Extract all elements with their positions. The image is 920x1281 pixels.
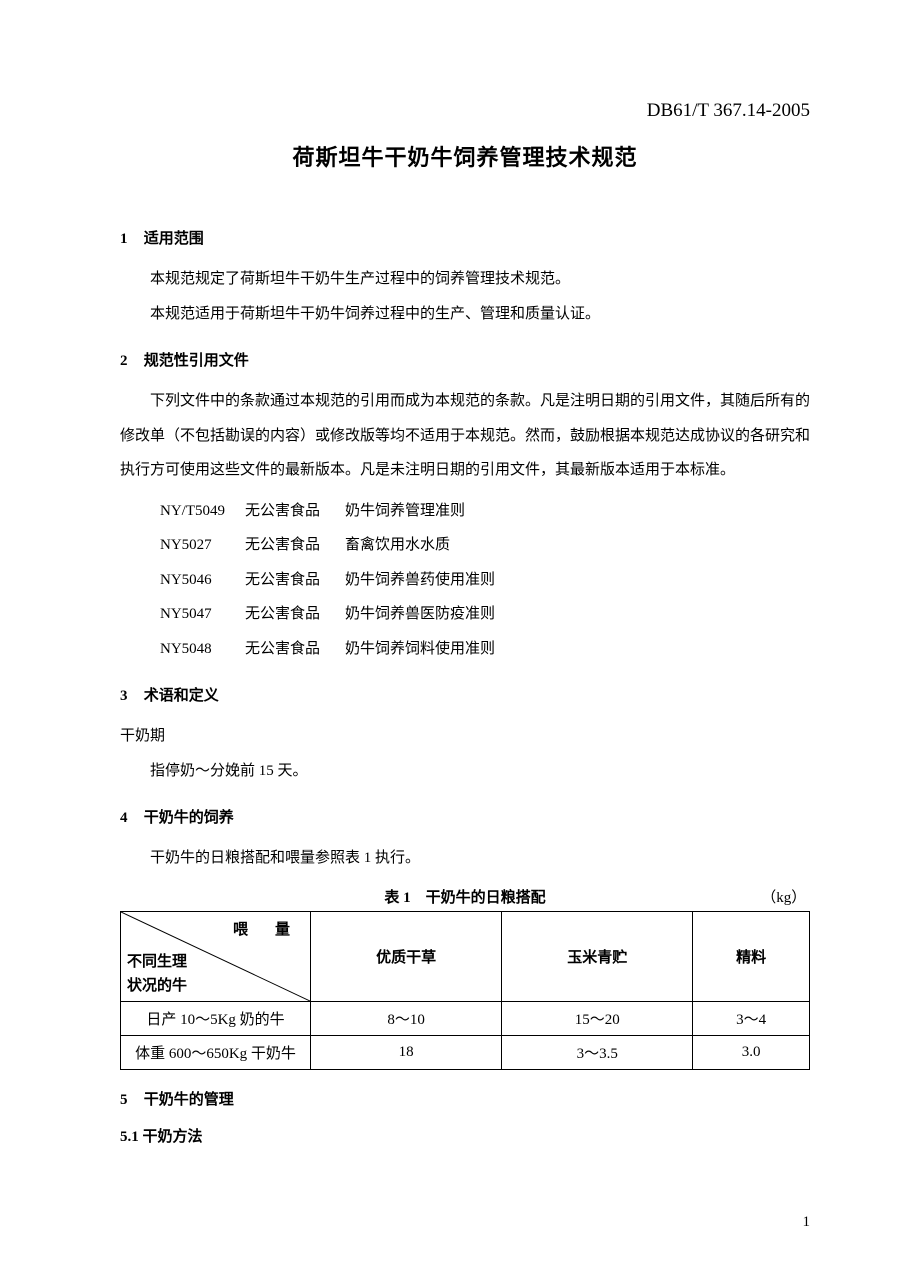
table-cell: 18 [311,1035,502,1069]
ref-code: NY/T5049 [160,494,245,529]
section-2-heading: 2 规范性引用文件 [120,349,810,370]
diag-header-top: 喂 量 [233,918,296,939]
ref-name: 奶牛饲养兽医防疫准则 [345,597,495,632]
ref-code: NY5027 [160,528,245,563]
table-cell: 8～10 [311,1001,502,1035]
section-5-1-num: 5.1 [120,1129,139,1145]
ref-name: 奶牛饲养管理准则 [345,494,465,529]
section-3-title: 术语和定义 [144,688,219,704]
term-name: 干奶期 [120,719,810,754]
term-definition: 指停奶～分娩前 15 天。 [120,754,810,789]
ref-code: NY5048 [160,632,245,667]
reference-row: NY5046 无公害食品 奶牛饲养兽药使用准则 [160,563,810,598]
section-1-num: 1 [120,231,140,248]
table-row: 日产 10～5Kg 奶的牛 8～10 15～20 3～4 [121,1001,810,1035]
table-diagonal-header: 喂 量 不同生理 状况的牛 [121,911,311,1001]
ref-category: 无公害食品 [245,494,345,529]
section-1-p2: 本规范适用于荷斯坦牛干奶牛饲养过程中的生产、管理和质量认证。 [120,297,810,332]
section-3-heading: 3 术语和定义 [120,684,810,705]
reference-row: NY5027 无公害食品 畜禽饮用水水质 [160,528,810,563]
section-4-num: 4 [120,810,140,827]
table-cell: 15～20 [502,1001,693,1035]
table-header-row: 喂 量 不同生理 状况的牛 优质干草 玉米青贮 精料 [121,911,810,1001]
reference-row: NY/T5049 无公害食品 奶牛饲养管理准则 [160,494,810,529]
table-cell: 3～4 [693,1001,810,1035]
ref-code: NY5046 [160,563,245,598]
document-number: DB61/T 367.14-2005 [120,100,810,122]
section-1-p1: 本规范规定了荷斯坦牛干奶牛生产过程中的饲养管理技术规范。 [120,262,810,297]
ref-name: 畜禽饮用水水质 [345,528,450,563]
reference-row: NY5048 无公害食品 奶牛饲养饲料使用准则 [160,632,810,667]
ref-name: 奶牛饲养饲料使用准则 [345,632,495,667]
reference-list: NY/T5049 无公害食品 奶牛饲养管理准则 NY5027 无公害食品 畜禽饮… [160,494,810,667]
section-5-heading: 5 干奶牛的管理 [120,1088,810,1109]
ref-category: 无公害食品 [245,563,345,598]
ref-category: 无公害食品 [245,528,345,563]
table-col-3: 精料 [693,911,810,1001]
table-1: 喂 量 不同生理 状况的牛 优质干草 玉米青贮 精料 日产 10～5Kg 奶的牛… [120,911,810,1070]
section-2-p1: 下列文件中的条款通过本规范的引用而成为本规范的条款。凡是注明日期的引用文件，其随… [120,384,810,488]
section-2-num: 2 [120,353,140,370]
table-row-label: 体重 600～650Kg 干奶牛 [121,1035,311,1069]
table-col-1: 优质干草 [311,911,502,1001]
ref-name: 奶牛饲养兽药使用准则 [345,563,495,598]
section-5-1-title: 干奶方法 [143,1129,203,1145]
section-4-p1: 干奶牛的日粮搭配和喂量参照表 1 执行。 [120,841,810,876]
section-4-heading: 4 干奶牛的饲养 [120,806,810,827]
section-5-title: 干奶牛的管理 [144,1092,234,1108]
section-2-title: 规范性引用文件 [144,353,249,369]
table-cell: 3～3.5 [502,1035,693,1069]
ref-code: NY5047 [160,597,245,632]
section-1-title: 适用范围 [144,231,204,247]
table-1-caption: 表 1 干奶牛的日粮搭配 [120,886,810,907]
section-1-heading: 1 适用范围 [120,227,810,248]
section-4-title: 干奶牛的饲养 [144,810,234,826]
main-title: 荷斯坦牛干奶牛饲养管理技术规范 [120,140,810,172]
reference-row: NY5047 无公害食品 奶牛饲养兽医防疫准则 [160,597,810,632]
diag-header-bottom1: 不同生理 [127,950,187,971]
ref-category: 无公害食品 [245,632,345,667]
ref-category: 无公害食品 [245,597,345,632]
table-1-caption-row: 表 1 干奶牛的日粮搭配 （kg） . [120,886,810,907]
table-col-2: 玉米青贮 [502,911,693,1001]
section-3-num: 3 [120,688,140,705]
section-5-num: 5 [120,1092,140,1109]
section-5-1-heading: 5.1 干奶方法 [120,1125,810,1146]
table-row-label: 日产 10～5Kg 奶的牛 [121,1001,311,1035]
diag-header-bottom2: 状况的牛 [127,974,187,995]
table-cell: 3.0 [693,1035,810,1069]
page-number: 1 [803,1214,811,1231]
table-row: 体重 600～650Kg 干奶牛 18 3～3.5 3.0 [121,1035,810,1069]
